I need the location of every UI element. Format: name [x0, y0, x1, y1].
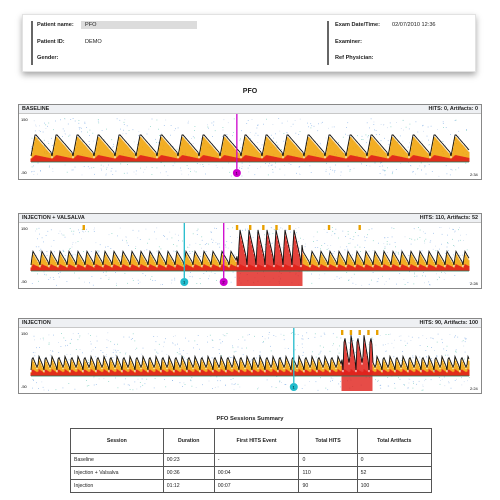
table-row: Baseline 00:23 - 0 0: [70, 453, 433, 467]
exam-datetime-label: Exam Date/Time:: [335, 22, 380, 28]
table-cell: Injection + Valsalva: [70, 466, 164, 480]
panel-title-bar: INJECTION + VALSALVA HITS: 110, Artifact…: [19, 214, 481, 223]
column-header: First HITS Event: [213, 428, 300, 454]
event-marker-badge: [219, 278, 228, 286]
panel-name: BASELINE: [22, 106, 50, 112]
ref-physician-label: Ref Physician:: [335, 55, 374, 61]
table-cell: 00:07: [213, 479, 300, 493]
patient-header-card: Patient name: PFO Patient ID: DEMO Gende…: [22, 14, 476, 72]
table-cell: 52: [356, 466, 433, 480]
spectrum-envelope: [30, 335, 470, 371]
spectrum-envelope: [30, 229, 470, 266]
hits-event-tick: [367, 330, 370, 335]
hits-event-tick: [340, 330, 344, 335]
panel-title-bar: BASELINE HITS: 0, Artifacts: 0: [19, 105, 481, 114]
patient-name-highlight: [81, 21, 197, 29]
panel-title-bar: INJECTION HITS: 90, Artifacts: 100: [19, 319, 481, 328]
event-marker-label: 2: [222, 280, 225, 285]
patient-name-label: Patient name:: [37, 22, 74, 28]
doppler-spectrogram: 150 -50 2:34 1: [21, 114, 479, 177]
table-cell: Baseline: [70, 453, 164, 467]
table-row: Injection 01:12 00:07 90 100: [70, 479, 433, 493]
spectrum-fill: [30, 231, 470, 286]
spectrum-envelope: [30, 134, 470, 157]
table-cell: 00:36: [162, 466, 215, 480]
axis-time-label: 2:34: [470, 172, 479, 177]
axis-top-label: 150: [21, 331, 28, 336]
hits-event-tick: [288, 225, 291, 230]
axis-bottom-label: -50: [21, 279, 28, 284]
exam-datetime-value: 02/07/2010 12:36: [392, 22, 436, 28]
table-cell: 01:12: [162, 479, 215, 493]
table-cell: 00:23: [162, 453, 215, 467]
panel-stats: HITS: 90, Artifacts: 100: [419, 320, 478, 326]
column-header: Duration: [162, 428, 215, 454]
spectrum-fill: [30, 136, 470, 162]
right-divider-bar: [327, 21, 329, 65]
panel-stats: HITS: 0, Artifacts: 0: [428, 106, 478, 112]
report-title: PFO: [242, 88, 258, 95]
hits-event-tick: [358, 330, 361, 335]
summary-header-row: Session Duration First HITS Event Total …: [70, 428, 433, 454]
axis-time-label: 2:24: [470, 386, 479, 391]
table-cell: 00:04: [213, 466, 300, 480]
table-row: Injection + Valsalva 00:36 00:04 110 52: [70, 466, 433, 480]
event-marker-label: 1: [236, 171, 239, 176]
examiner-label: Examiner:: [335, 39, 363, 45]
event-marker-label: 1: [293, 385, 296, 390]
table-cell: 0: [298, 453, 358, 467]
hits-event-tick: [327, 225, 331, 230]
patient-id-value: DEMO: [85, 39, 102, 45]
summary-title: PFO Sessions Summary: [216, 416, 284, 422]
table-cell: 90: [298, 479, 358, 493]
hits-event-tick: [376, 330, 379, 335]
panel-name: INJECTION: [22, 320, 51, 326]
panel-injection: INJECTION HITS: 90, Artifacts: 100 150 -5…: [18, 318, 482, 394]
table-cell: 100: [356, 479, 433, 493]
column-header: Total Artifacts: [356, 428, 433, 454]
panel-name: INJECTION + VALSALVA: [22, 215, 85, 221]
axis-top-label: 150: [21, 117, 28, 122]
hits-event-tick: [82, 225, 85, 230]
hits-event-tick: [275, 225, 278, 230]
hits-event-tick: [249, 225, 252, 230]
axis-bottom-label: -50: [21, 170, 28, 175]
gender-label: Gender:: [37, 55, 59, 61]
event-marker-badge: [232, 169, 241, 177]
event-marker-badge: [180, 278, 189, 286]
doppler-spectrogram: 150 -50 2:28 1 2: [21, 223, 479, 286]
hits-event-tick: [262, 225, 265, 230]
panel-injection-valsalva: INJECTION + VALSALVA HITS: 110, Artifact…: [18, 213, 482, 289]
panel-stats: HITS: 110, Artifacts: 52: [419, 215, 478, 221]
table-cell: 0: [356, 453, 433, 467]
patient-id-label: Patient ID:: [37, 39, 65, 45]
table-cell: -: [213, 453, 300, 467]
hits-event-tick: [349, 330, 353, 335]
table-cell: Injection: [70, 479, 164, 493]
summary-table: Session Duration First HITS Event Total …: [70, 428, 433, 493]
column-header: Total HITS: [298, 428, 358, 454]
event-marker-label: 1: [183, 280, 186, 285]
event-marker-badge: [289, 383, 298, 391]
column-header: Session: [70, 428, 164, 454]
panel-baseline: BASELINE HITS: 0, Artifacts: 0 150 -50 2:3…: [18, 104, 482, 180]
hits-event-tick: [358, 225, 361, 230]
patient-name-value: PFO: [85, 22, 97, 28]
left-divider-bar: [31, 21, 33, 65]
axis-bottom-label: -50: [21, 384, 28, 389]
table-cell: 110: [298, 466, 358, 480]
axis-top-label: 150: [21, 226, 28, 231]
hits-event-tick: [235, 225, 239, 230]
axis-time-label: 2:28: [470, 281, 479, 286]
doppler-spectrogram: 150 -50 2:24 1: [21, 328, 479, 391]
